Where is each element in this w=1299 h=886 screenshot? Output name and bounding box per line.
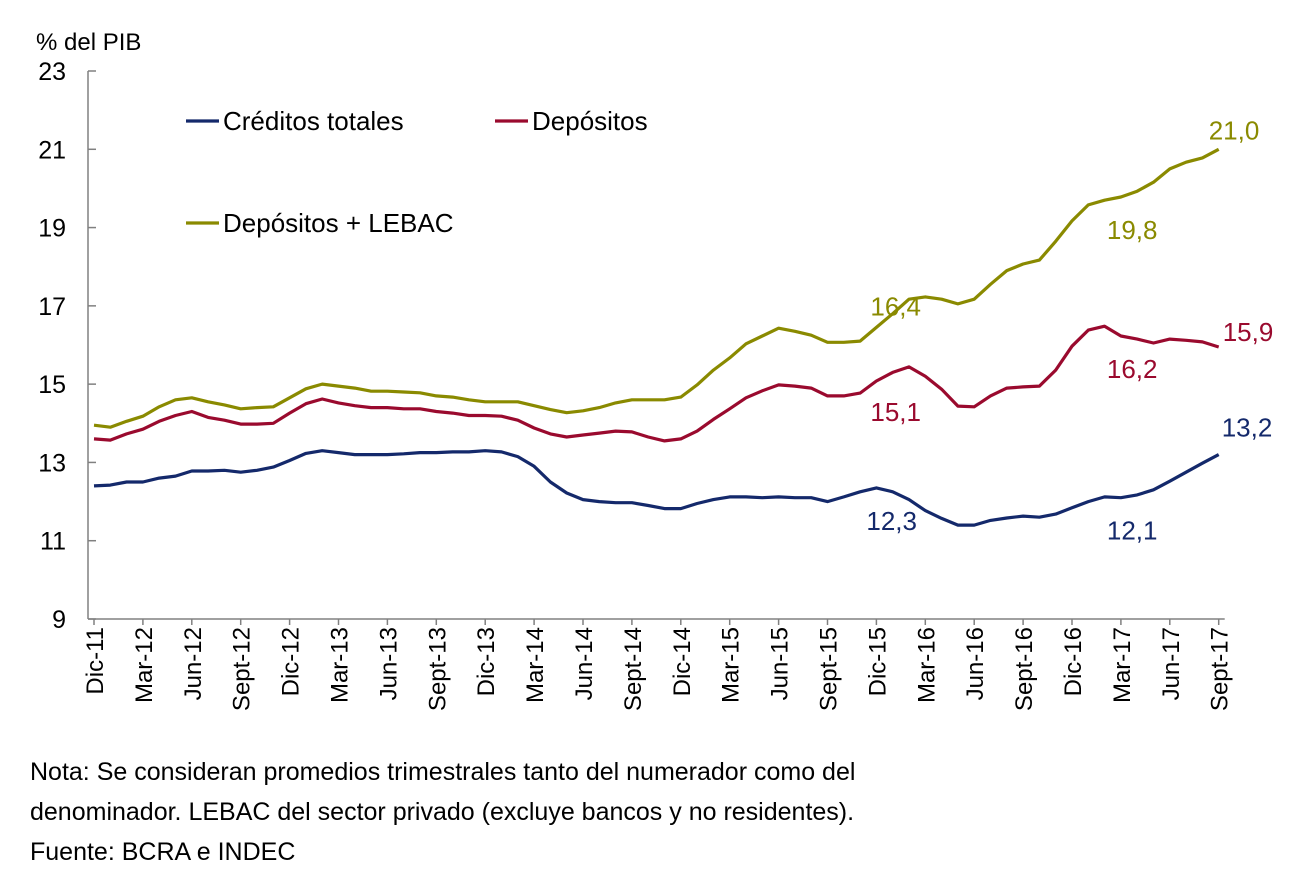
series-line-3 [93, 147, 1220, 429]
note-line-1: Nota: Se consideran promedios trimestral… [30, 758, 856, 786]
series-line-1 [93, 449, 1220, 527]
x-tick-label: Mar-16 [913, 627, 940, 703]
x-tick-label: Sept-15 [816, 627, 843, 711]
x-tick-label: Mar-17 [1109, 627, 1136, 703]
data-label: 15,1 [870, 397, 921, 427]
data-labels: 12,3 12,1 13,2 15,1 16,2 15,9 16,4 19,8 21,0 [866, 115, 1273, 545]
x-tick-label: Dic-14 [669, 627, 696, 696]
y-tick-label: 11 [40, 528, 66, 556]
data-label: 16,2 [1107, 354, 1158, 384]
data-label: 21,0 [1209, 115, 1260, 145]
x-tick-label: Jun-14 [571, 627, 598, 700]
x-tick-label: Dic-12 [278, 627, 305, 696]
x-tick-label: Jun-13 [375, 627, 402, 700]
data-label: 19,8 [1107, 215, 1158, 245]
series-lines [93, 147, 1220, 527]
x-tick-label: Jun-15 [767, 627, 794, 700]
x-tick-label: Sept-16 [1011, 627, 1038, 711]
y-tick-label: 21 [38, 136, 66, 164]
y-tick-label: 19 [38, 215, 66, 243]
x-tick-label: Dic-16 [1060, 627, 1087, 696]
legend: Créditos totales Depósitos Depósitos + LEB… [186, 106, 648, 238]
legend-label: Créditos totales [223, 106, 404, 136]
source-line: Fuente: BCRA e INDEC [30, 838, 296, 866]
y-axis-label: % del PIB [36, 29, 141, 56]
note-line-2: denominador. LEBAC del sector privado (e… [30, 798, 855, 826]
x-tick-label: Jun-12 [180, 627, 207, 700]
x-tick-label: Dic-11 [82, 627, 109, 695]
x-tick-label: Mar-15 [718, 627, 745, 703]
legend-label: Depósitos + LEBAC [223, 208, 454, 238]
x-tick-label: Dic-13 [473, 627, 500, 696]
x-tick-label: Sept-14 [620, 627, 647, 711]
y-tick-label: 13 [38, 449, 66, 477]
x-tick-label: Mar-14 [522, 627, 549, 703]
axes: 9 11 13 15 17 19 21 23 Dic-11 Mar-12 Jun-12 Sept-12… [38, 58, 1234, 711]
x-tick-label: Jun-16 [962, 627, 989, 700]
y-tick-label: 17 [38, 293, 66, 321]
y-tick-label: 9 [52, 606, 66, 634]
data-label: 12,3 [866, 506, 917, 536]
x-tick-label: Mar-13 [327, 627, 354, 703]
x-tick-label: Jun-17 [1158, 627, 1185, 700]
x-tick-label: Mar-12 [131, 627, 158, 703]
y-tick-label: 15 [38, 371, 66, 399]
data-label: 15,9 [1223, 317, 1274, 347]
data-label: 12,1 [1107, 516, 1158, 546]
x-tick-label: Sept-17 [1207, 627, 1234, 711]
legend-label: Depósitos [532, 106, 648, 136]
x-tick-label: Sept-12 [229, 627, 256, 711]
y-tick-label: 23 [38, 58, 66, 86]
data-label: 13,2 [1222, 413, 1273, 443]
data-label: 16,4 [870, 291, 921, 321]
x-tick-label: Sept-13 [424, 627, 451, 711]
x-tick-label: Dic-15 [864, 627, 891, 696]
series-line-2 [93, 324, 1220, 443]
